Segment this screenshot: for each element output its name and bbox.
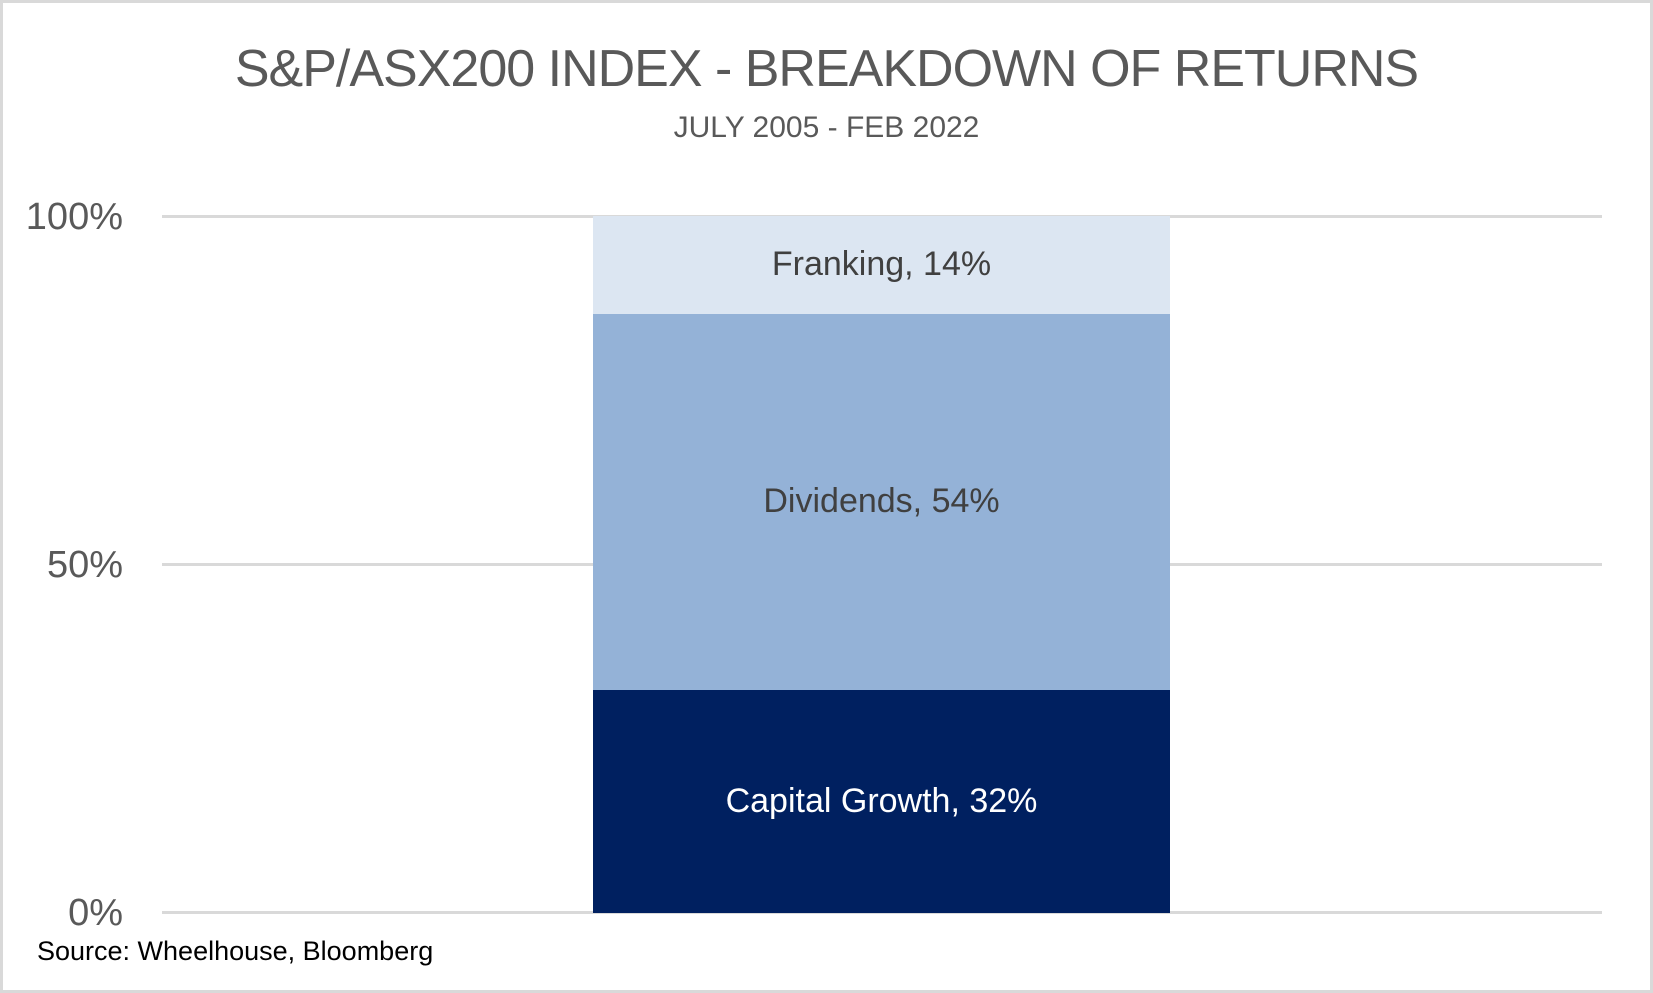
y-axis-tick-0: 0% (68, 892, 123, 934)
bar-segment-capital-growth: Capital Growth, 32% (593, 689, 1170, 913)
bar-segment-capital-growth-label: Capital Growth, 32% (725, 781, 1038, 820)
bar-segment-dividends-label: Dividends, 54% (763, 481, 1000, 520)
source-note: Source: Wheelhouse, Bloomberg (37, 936, 434, 966)
chart-subtitle: JULY 2005 - FEB 2022 (673, 111, 980, 144)
y-axis-tick-50: 50% (46, 544, 123, 586)
bar-segment-dividends: Dividends, 54% (593, 313, 1170, 690)
bar-segment-franking: Franking, 14% (593, 216, 1170, 314)
chart-title: S&P/ASX200 INDEX - BREAKDOWN OF RETURNS (234, 40, 1419, 98)
bar-segment-franking-label: Franking, 14% (771, 244, 992, 283)
stacked-bar: Franking, 14% Dividends, 54% Capital Gro… (593, 216, 1170, 913)
y-axis-tick-100: 100% (25, 196, 123, 238)
